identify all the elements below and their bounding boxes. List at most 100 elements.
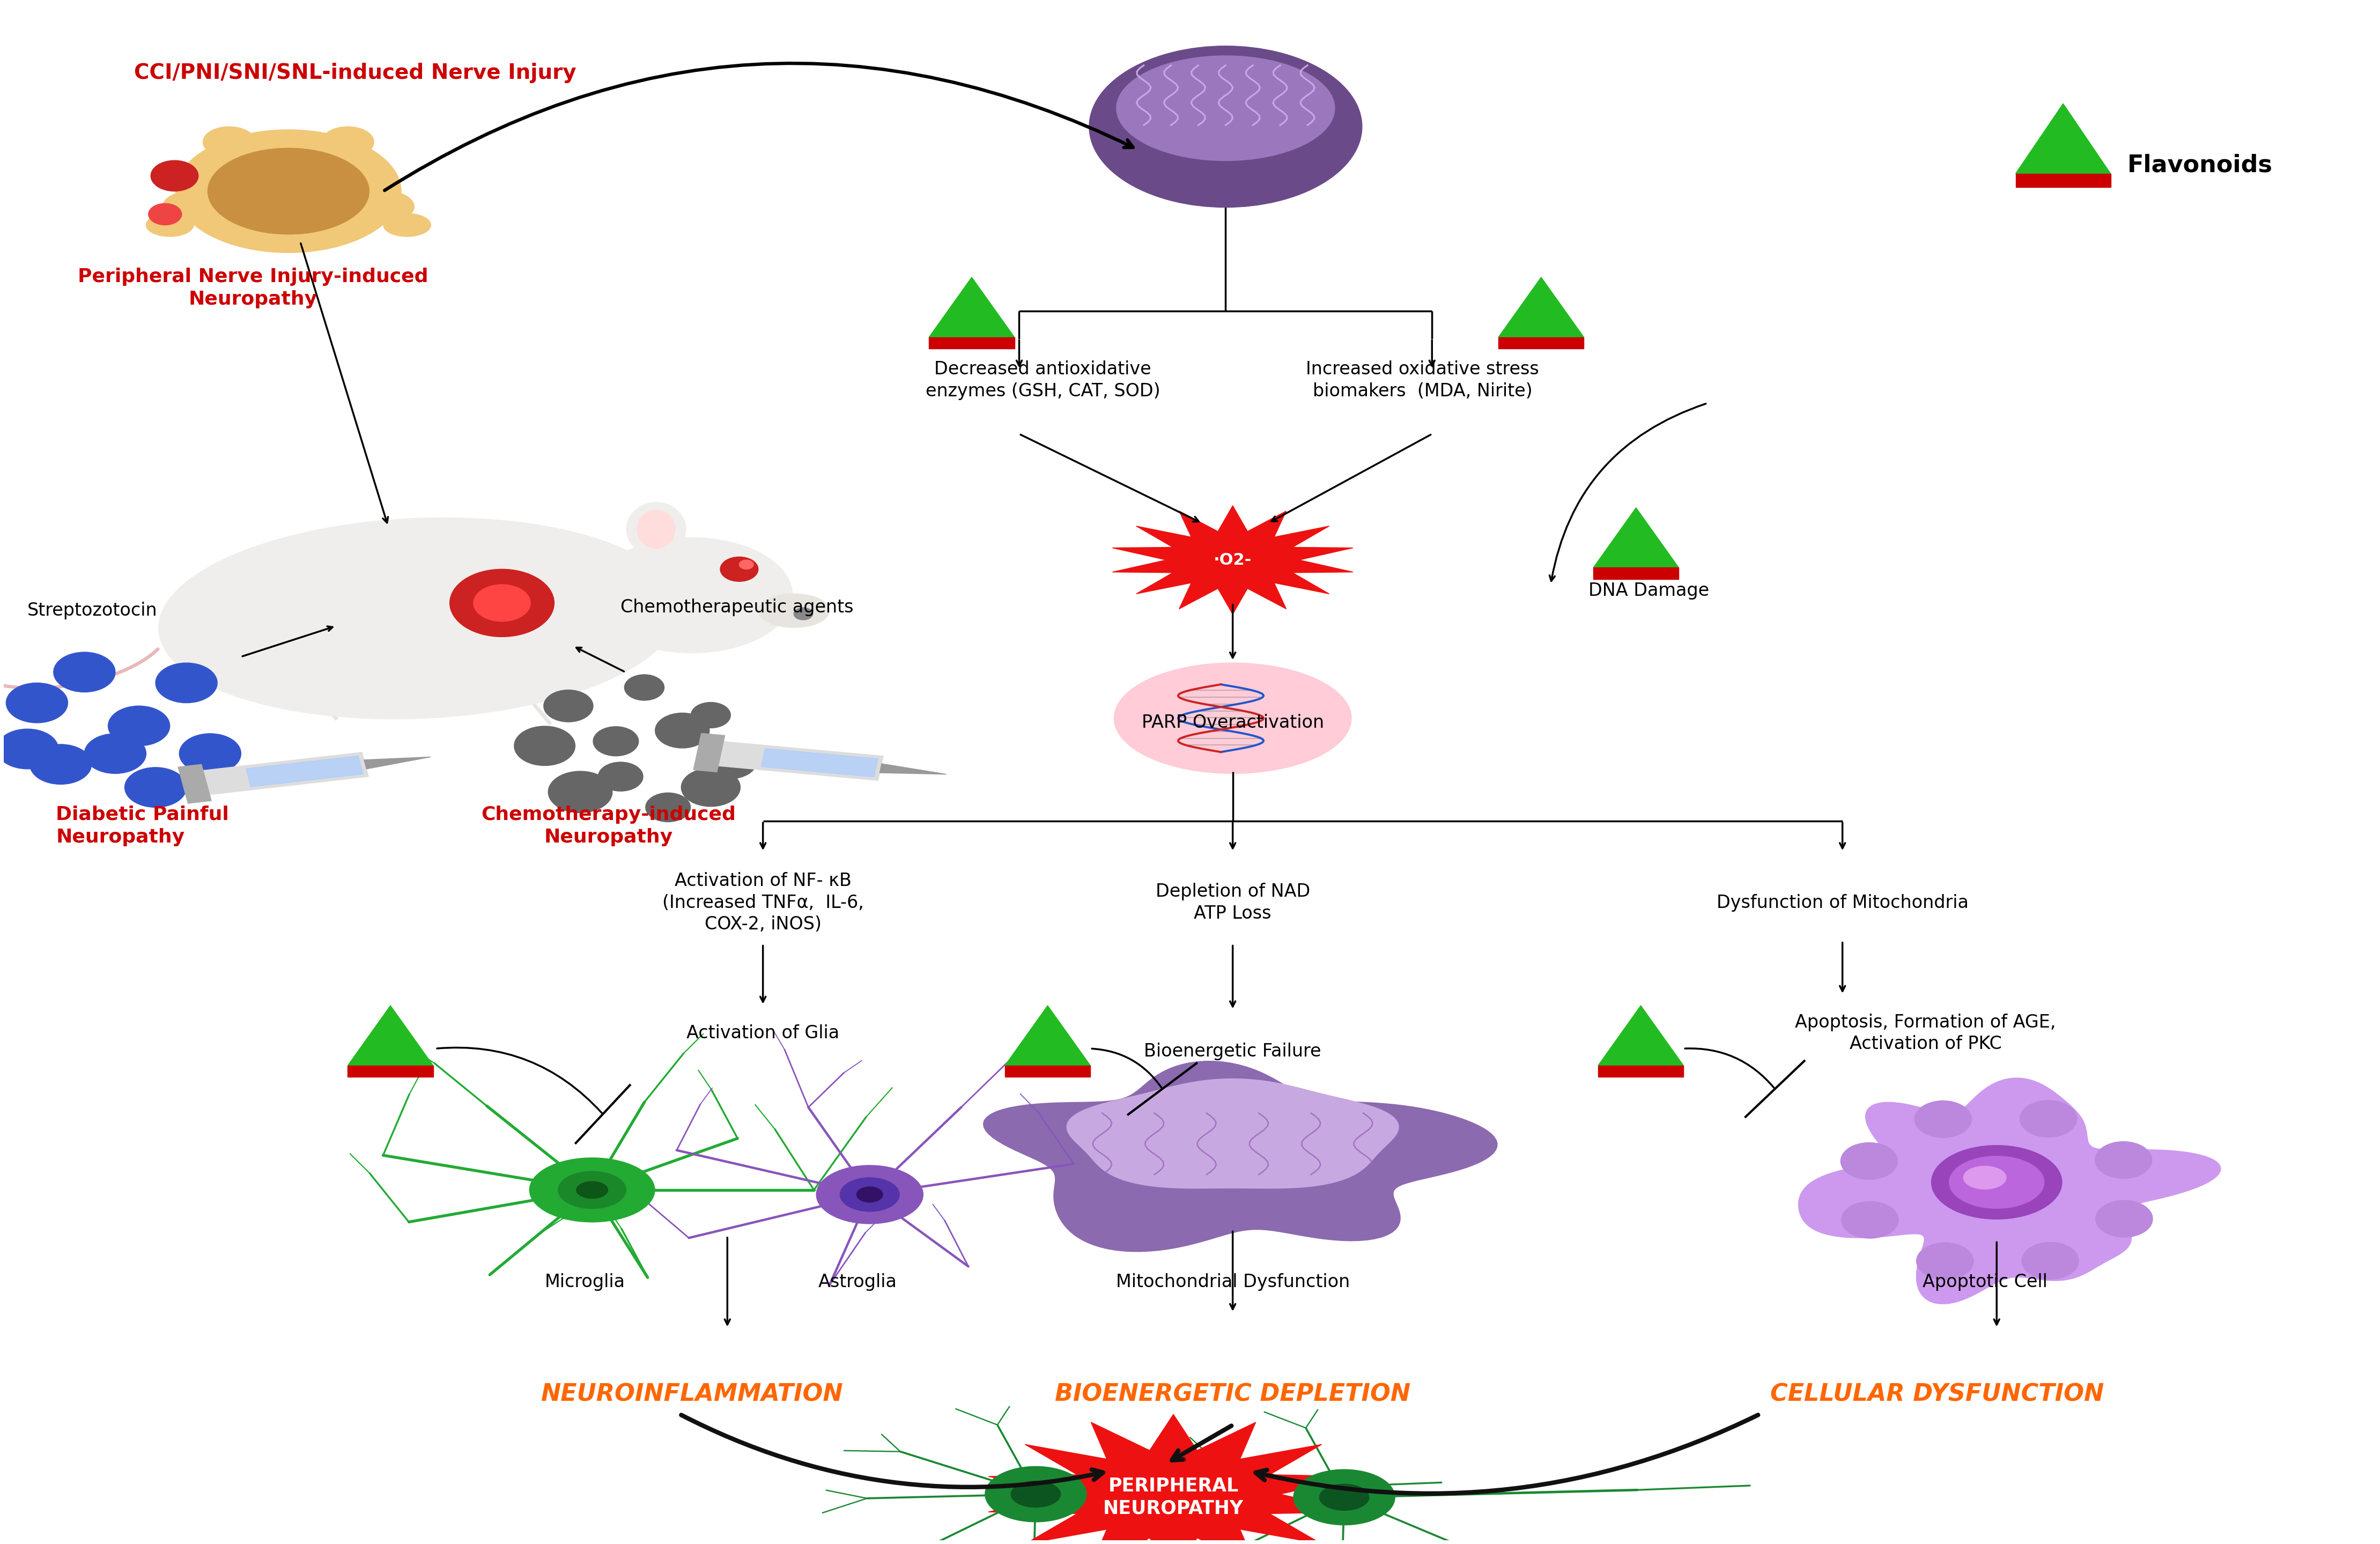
Circle shape — [2021, 1243, 2078, 1278]
Polygon shape — [762, 749, 878, 777]
Polygon shape — [245, 757, 364, 787]
Ellipse shape — [343, 190, 414, 224]
Circle shape — [654, 713, 709, 747]
Text: Dysfunction of Mitochondria: Dysfunction of Mitochondria — [1716, 894, 1968, 911]
Circle shape — [83, 733, 145, 774]
Text: Astroglia: Astroglia — [819, 1274, 897, 1291]
Circle shape — [0, 729, 57, 769]
Ellipse shape — [176, 130, 402, 253]
Ellipse shape — [1964, 1166, 2006, 1189]
Text: Chemotherapeutic agents: Chemotherapeutic agents — [621, 599, 854, 616]
Circle shape — [645, 792, 690, 821]
Circle shape — [593, 727, 638, 757]
Ellipse shape — [1933, 1146, 2061, 1220]
Ellipse shape — [985, 1467, 1088, 1522]
Polygon shape — [198, 752, 369, 795]
Ellipse shape — [638, 510, 676, 548]
Ellipse shape — [202, 127, 255, 157]
Text: Apoptotic Cell: Apoptotic Cell — [1923, 1274, 2047, 1291]
Ellipse shape — [1319, 1484, 1368, 1510]
Ellipse shape — [1949, 1156, 2044, 1209]
Circle shape — [31, 744, 90, 784]
Ellipse shape — [857, 1187, 883, 1203]
Circle shape — [148, 204, 181, 225]
Ellipse shape — [145, 213, 193, 236]
Ellipse shape — [1292, 1470, 1395, 1525]
Text: Activation of NF- κB
(Increased TNFα,  IL-6,
COX-2, iNOS): Activation of NF- κB (Increased TNFα, IL… — [662, 872, 864, 933]
Circle shape — [450, 570, 555, 636]
Ellipse shape — [159, 517, 678, 720]
Circle shape — [178, 733, 240, 774]
Ellipse shape — [759, 594, 828, 627]
Circle shape — [681, 769, 740, 806]
Circle shape — [721, 557, 759, 582]
Text: Peripheral Nerve Injury-induced
Neuropathy: Peripheral Nerve Injury-induced Neuropat… — [79, 267, 428, 309]
Ellipse shape — [1090, 46, 1361, 207]
Circle shape — [155, 662, 217, 703]
Circle shape — [107, 706, 169, 746]
Ellipse shape — [528, 1158, 654, 1221]
Polygon shape — [1597, 1005, 1683, 1065]
Circle shape — [795, 608, 812, 619]
Circle shape — [543, 690, 593, 723]
Polygon shape — [693, 733, 726, 772]
Ellipse shape — [590, 537, 793, 653]
Text: Increased oxidative stress
biomakers  (MDA, Nirite): Increased oxidative stress biomakers (MD… — [1307, 360, 1540, 400]
Circle shape — [514, 726, 576, 766]
Polygon shape — [1111, 505, 1352, 615]
Ellipse shape — [321, 127, 374, 157]
Polygon shape — [1592, 568, 1678, 579]
Polygon shape — [1004, 1065, 1090, 1078]
Polygon shape — [1597, 1065, 1683, 1078]
Ellipse shape — [1114, 662, 1352, 774]
Text: Diabetic Painful
Neuropathy: Diabetic Painful Neuropathy — [55, 806, 228, 846]
Polygon shape — [364, 757, 431, 769]
Text: Streptozotocin: Streptozotocin — [29, 602, 157, 619]
Text: PERIPHERAL
NEUROPATHY: PERIPHERAL NEUROPATHY — [1102, 1478, 1245, 1518]
Ellipse shape — [162, 190, 233, 224]
Polygon shape — [1066, 1079, 1399, 1189]
Ellipse shape — [840, 1178, 900, 1212]
Circle shape — [1914, 1101, 1971, 1138]
Polygon shape — [2016, 103, 2111, 173]
Polygon shape — [988, 1414, 1359, 1544]
Polygon shape — [1004, 1005, 1090, 1065]
Text: CELLULAR DYSFUNCTION: CELLULAR DYSFUNCTION — [1771, 1383, 2104, 1407]
Text: Activation of Glia: Activation of Glia — [685, 1024, 840, 1042]
Circle shape — [1840, 1143, 1897, 1180]
Text: ·O2-: ·O2- — [1214, 553, 1252, 568]
Ellipse shape — [816, 1166, 923, 1224]
Circle shape — [150, 161, 198, 191]
Circle shape — [1916, 1243, 1973, 1280]
Text: DNA Damage: DNA Damage — [1587, 582, 1709, 599]
Polygon shape — [347, 1005, 433, 1065]
Text: Decreased antioxidative
enzymes (GSH, CAT, SOD): Decreased antioxidative enzymes (GSH, CA… — [926, 360, 1159, 400]
Polygon shape — [178, 764, 212, 803]
Polygon shape — [2016, 173, 2111, 187]
Circle shape — [52, 652, 114, 692]
Text: CCI/PNI/SNI/SNL-induced Nerve Injury: CCI/PNI/SNI/SNL-induced Nerve Injury — [133, 63, 576, 83]
Ellipse shape — [207, 148, 369, 235]
Text: BIOENERGETIC DEPLETION: BIOENERGETIC DEPLETION — [1054, 1383, 1411, 1407]
Ellipse shape — [1116, 56, 1335, 161]
Ellipse shape — [559, 1172, 626, 1209]
Text: Depletion of NAD
ATP Loss: Depletion of NAD ATP Loss — [1154, 883, 1309, 922]
Text: Apoptosis, Formation of AGE,
Activation of PKC: Apoptosis, Formation of AGE, Activation … — [1795, 1013, 2056, 1053]
Polygon shape — [983, 1061, 1497, 1252]
Ellipse shape — [576, 1181, 607, 1198]
Polygon shape — [714, 741, 883, 780]
Ellipse shape — [1011, 1481, 1061, 1507]
Text: PARP Overactivation: PARP Overactivation — [1142, 713, 1323, 732]
Polygon shape — [347, 1065, 433, 1078]
Text: Bioenergetic Failure: Bioenergetic Failure — [1145, 1042, 1321, 1061]
Circle shape — [2094, 1141, 2152, 1178]
Circle shape — [1842, 1201, 1899, 1238]
Polygon shape — [1499, 278, 1583, 337]
Circle shape — [702, 744, 757, 778]
Ellipse shape — [383, 213, 431, 236]
Text: Microglia: Microglia — [545, 1274, 626, 1291]
Circle shape — [7, 682, 67, 723]
Polygon shape — [1499, 337, 1583, 349]
Polygon shape — [1799, 1078, 2221, 1305]
Circle shape — [2097, 1200, 2152, 1237]
